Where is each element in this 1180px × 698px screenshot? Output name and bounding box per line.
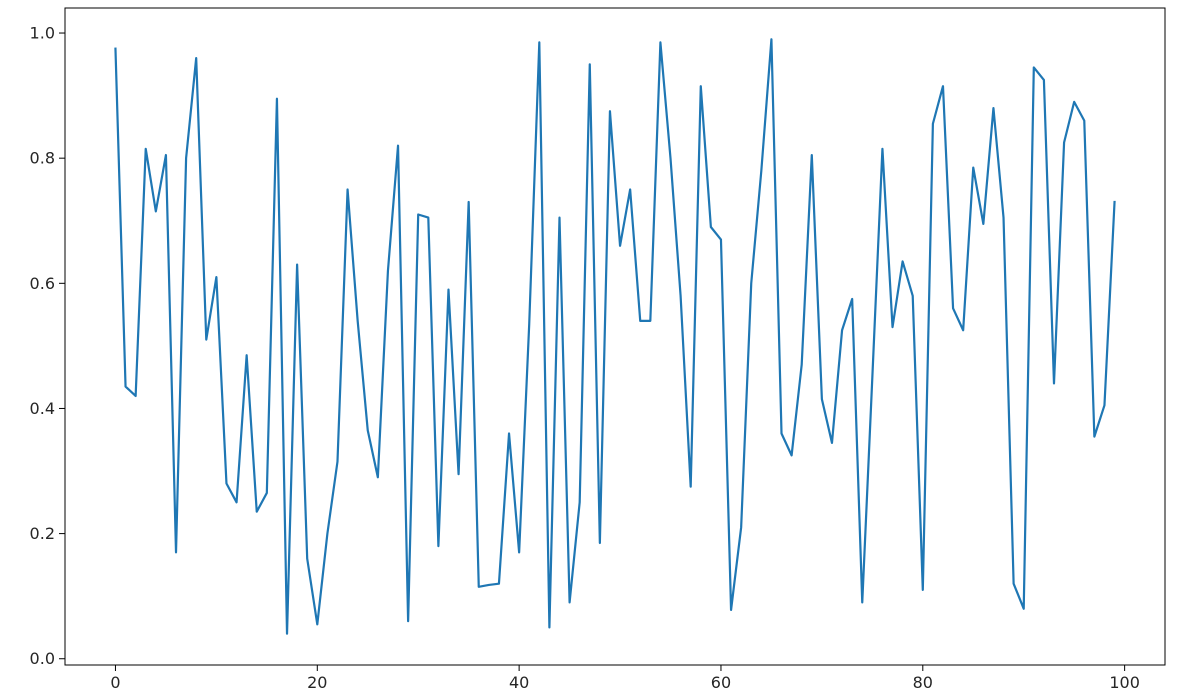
series-line-0 (114, 38, 1116, 635)
y-tick-label-2: 0.4 (30, 399, 55, 418)
x-tick-label-3: 60 (711, 673, 731, 692)
plot-frame (64, 7, 1166, 666)
y-tick-label-0: 0.0 (30, 649, 55, 668)
x-tick-label-5: 100 (1109, 673, 1140, 692)
ticks-layer: 0 20 40 60 80 100 0.0 0.2 0.4 0.6 0.8 1.0 (30, 24, 1140, 692)
x-tick-label-1: 20 (307, 673, 327, 692)
x-tick-label-2: 40 (509, 673, 529, 692)
y-tick-label-4: 0.8 (30, 149, 55, 168)
y-tick-label-1: 0.2 (30, 524, 55, 543)
x-tick-label-4: 80 (913, 673, 933, 692)
y-tick-label-5: 1.0 (30, 24, 55, 43)
series-line-layer (114, 38, 1116, 635)
y-tick-label-3: 0.6 (30, 274, 55, 293)
axes-layer (64, 7, 1166, 666)
x-tick-label-0: 0 (110, 673, 120, 692)
